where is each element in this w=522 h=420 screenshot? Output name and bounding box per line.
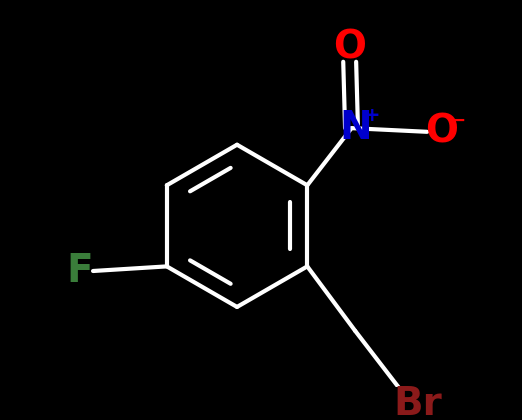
- Text: O: O: [425, 113, 458, 151]
- Text: F: F: [67, 252, 93, 290]
- Text: −: −: [450, 111, 467, 130]
- Text: Br: Br: [394, 385, 442, 420]
- Text: +: +: [363, 106, 380, 125]
- Text: N: N: [339, 109, 372, 147]
- Text: O: O: [333, 28, 366, 66]
